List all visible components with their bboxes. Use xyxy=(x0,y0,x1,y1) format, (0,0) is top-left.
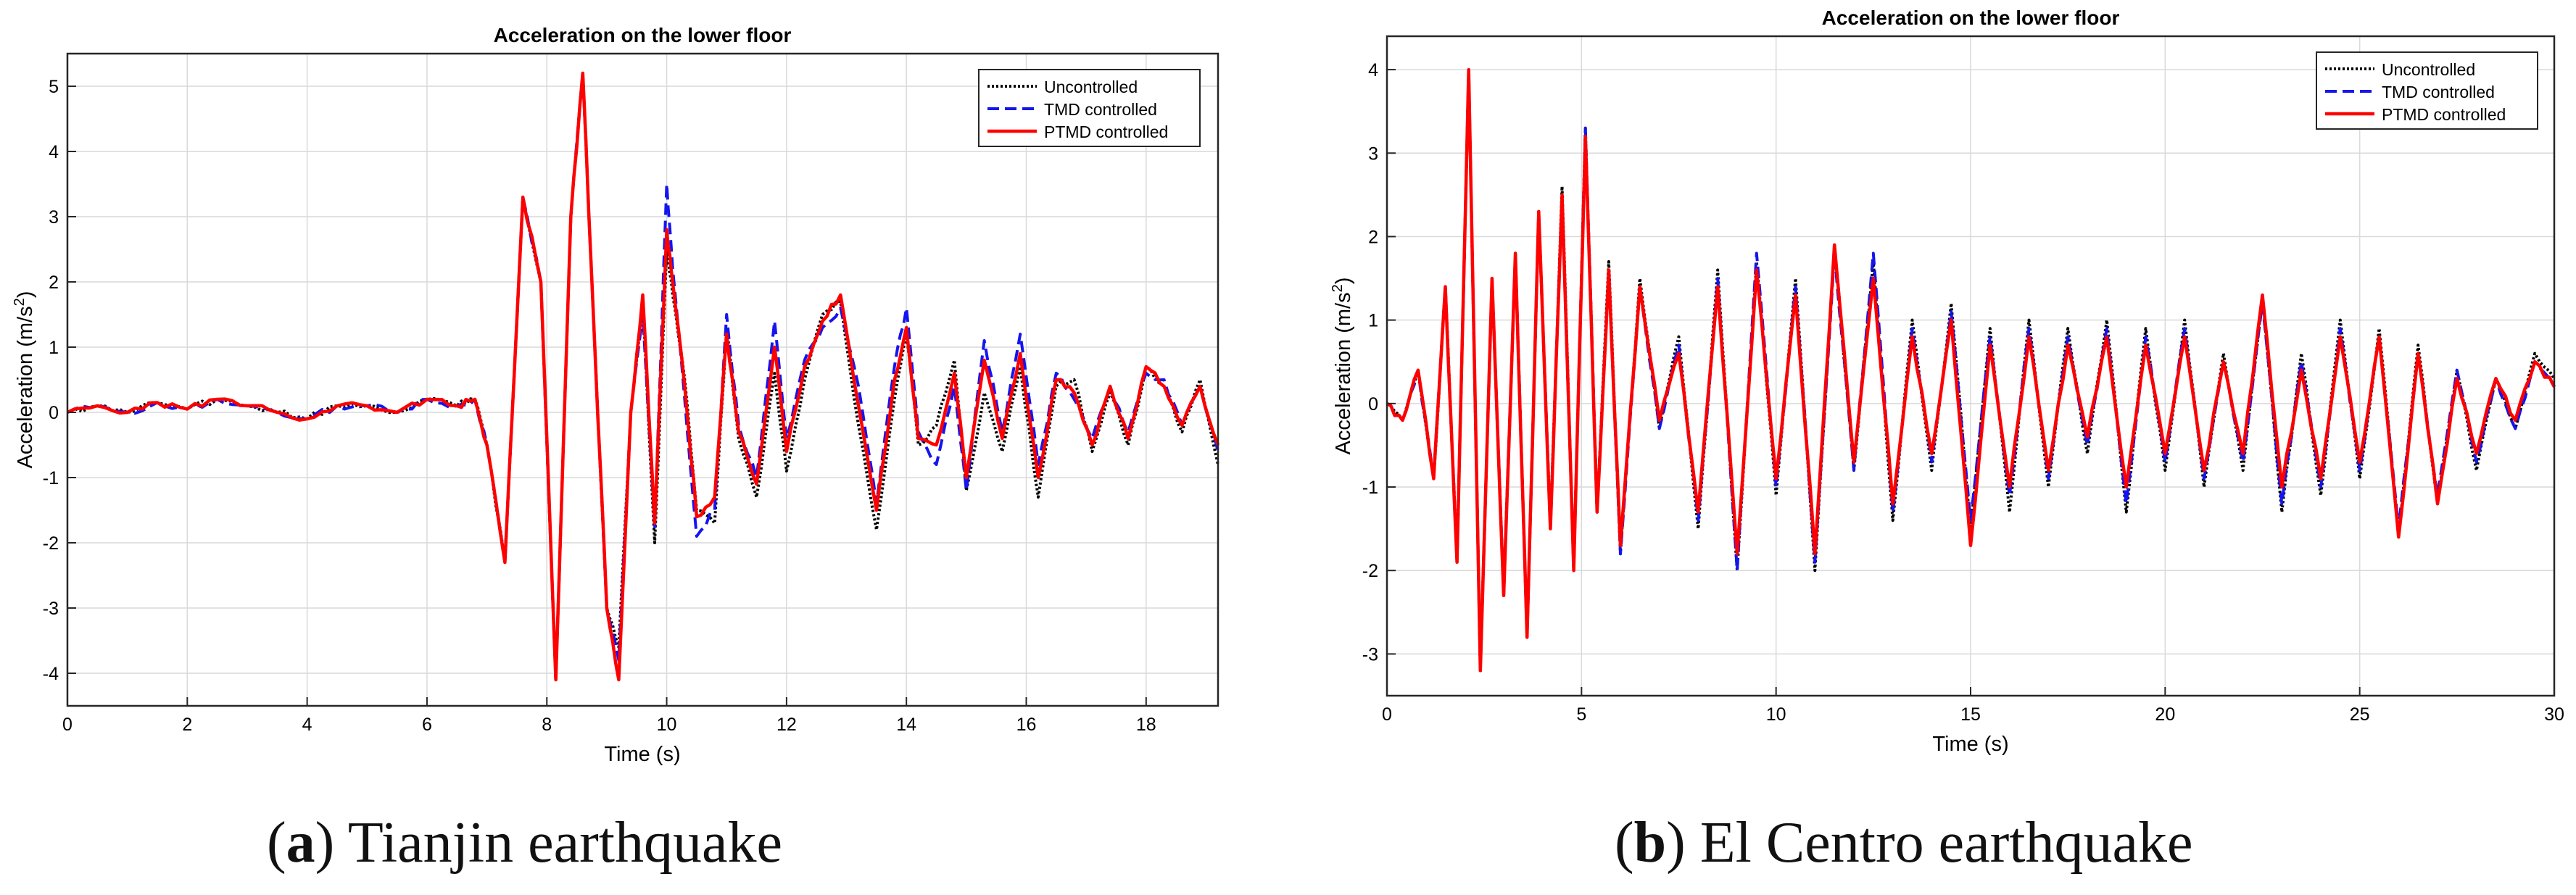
chart-b: 0 5 10 15 20 25 30 -3 -2 -1 0 1 2 3 4 Acceleration on … xyxy=(1330,7,2564,756)
chart-a-y-tick-label: 2 xyxy=(49,272,59,293)
chart-a-x-tick-label: 10 xyxy=(657,715,677,735)
chart-a-y-tick-label: 5 xyxy=(49,77,59,97)
chart-a-series xyxy=(67,71,1220,682)
chart-a-x-tick-label: 4 xyxy=(302,715,312,735)
chart-a-legend: Uncontrolled TMD controlled PTMD control… xyxy=(978,69,1201,147)
chart-b-legend-label-ptmd-controlled: PTMD controlled xyxy=(2382,105,2506,124)
caption-b-label: b xyxy=(1633,811,1667,875)
chart-a-y-tick-label: 3 xyxy=(49,207,59,228)
chart-b-series xyxy=(1386,67,2556,673)
chart-b-series-ptmd-controlled xyxy=(1386,67,2556,673)
caption-a: (a) Tianjin earthquake xyxy=(267,811,782,875)
chart-a-y-tick-label: -2 xyxy=(43,533,59,554)
chart-a-title: Acceleration on the lower floor xyxy=(494,24,792,46)
caption-b-text: ) El Centro earthquake xyxy=(1666,811,2193,875)
chart-a-x-tick-label: 12 xyxy=(776,715,797,735)
chart-a-legend-label-tmd-controlled: TMD controlled xyxy=(1044,100,1157,119)
chart-a-x-tick-label: 2 xyxy=(182,715,192,735)
chart-a-y-tick-label: -3 xyxy=(43,599,59,619)
chart-a-legend-label-uncontrolled: Uncontrolled xyxy=(1044,78,1138,96)
chart-b-y-axis-label: Acceleration (m/s2) xyxy=(1330,278,1355,455)
chart-b-x-tick-label: 10 xyxy=(1766,704,1786,725)
chart-a-legend-label-ptmd-controlled: PTMD controlled xyxy=(1044,122,1168,141)
chart-a-series-tmd-controlled xyxy=(67,72,1219,681)
chart-b-x-tick-label: 30 xyxy=(2544,704,2564,725)
chart-a-x-tick-label: 0 xyxy=(62,715,73,735)
chart-b-x-tick-label: 0 xyxy=(1382,704,1392,725)
caption-b: (b) El Centro earthquake xyxy=(1615,811,2193,875)
chart-a-y-tick-label: 4 xyxy=(49,142,59,162)
chart-b-x-tick-label: 15 xyxy=(1960,704,1981,725)
chart-a-x-tick-label: 16 xyxy=(1016,715,1037,735)
chart-b-ticks: 0 5 10 15 20 25 30 -3 -2 -1 0 1 2 3 4 xyxy=(1362,60,2564,725)
chart-b-x-axis-label: Time (s) xyxy=(1932,733,2008,756)
chart-b-y-tick-label: 0 xyxy=(1368,394,1378,415)
chart-a-x-tick-label: 18 xyxy=(1136,715,1156,735)
chart-b-x-tick-label: 20 xyxy=(2155,704,2175,725)
chart-b-y-tick-label: 3 xyxy=(1368,143,1378,164)
chart-b-legend-label-tmd-controlled: TMD controlled xyxy=(2382,83,2495,101)
chart-a-x-tick-label: 6 xyxy=(422,715,432,735)
chart-b-y-tick-label: -3 xyxy=(1362,644,1378,665)
caption-a-label: a xyxy=(286,811,315,875)
chart-b-y-tick-label: -2 xyxy=(1362,561,1378,581)
chart-b-y-tick-label: -1 xyxy=(1362,478,1378,498)
chart-a-x-axis-label: Time (s) xyxy=(604,743,680,766)
chart-b-x-tick-label: 25 xyxy=(2350,704,2370,725)
chart-b-y-tick-label: 4 xyxy=(1368,60,1378,80)
chart-b-title: Acceleration on the lower floor xyxy=(1822,7,2120,29)
chart-b-legend-label-uncontrolled: Uncontrolled xyxy=(2382,60,2475,79)
chart-a-y-tick-label: 1 xyxy=(49,338,59,358)
chart-a-y-tick-label: -4 xyxy=(43,664,59,684)
chart-a-x-tick-label: 14 xyxy=(896,715,916,735)
chart-a-x-tick-label: 8 xyxy=(542,715,552,735)
chart-b-legend: Uncontrolled TMD controlled PTMD control… xyxy=(2316,51,2538,130)
chart-a-axes-frame xyxy=(66,52,1219,707)
chart-a-series-ptmd-controlled xyxy=(67,71,1220,682)
chart-a-y-tick-label: -1 xyxy=(43,468,59,488)
chart-b-y-tick-label: 1 xyxy=(1368,311,1378,331)
chart-b-y-tick-label: 2 xyxy=(1368,227,1378,247)
chart-a-y-axis-label: Acceleration (m/s2) xyxy=(12,291,37,469)
caption-a-text: ) Tianjin earthquake xyxy=(315,811,782,875)
chart-a-y-tick-label: 0 xyxy=(49,403,59,423)
chart-b-x-tick-label: 5 xyxy=(1576,704,1586,725)
